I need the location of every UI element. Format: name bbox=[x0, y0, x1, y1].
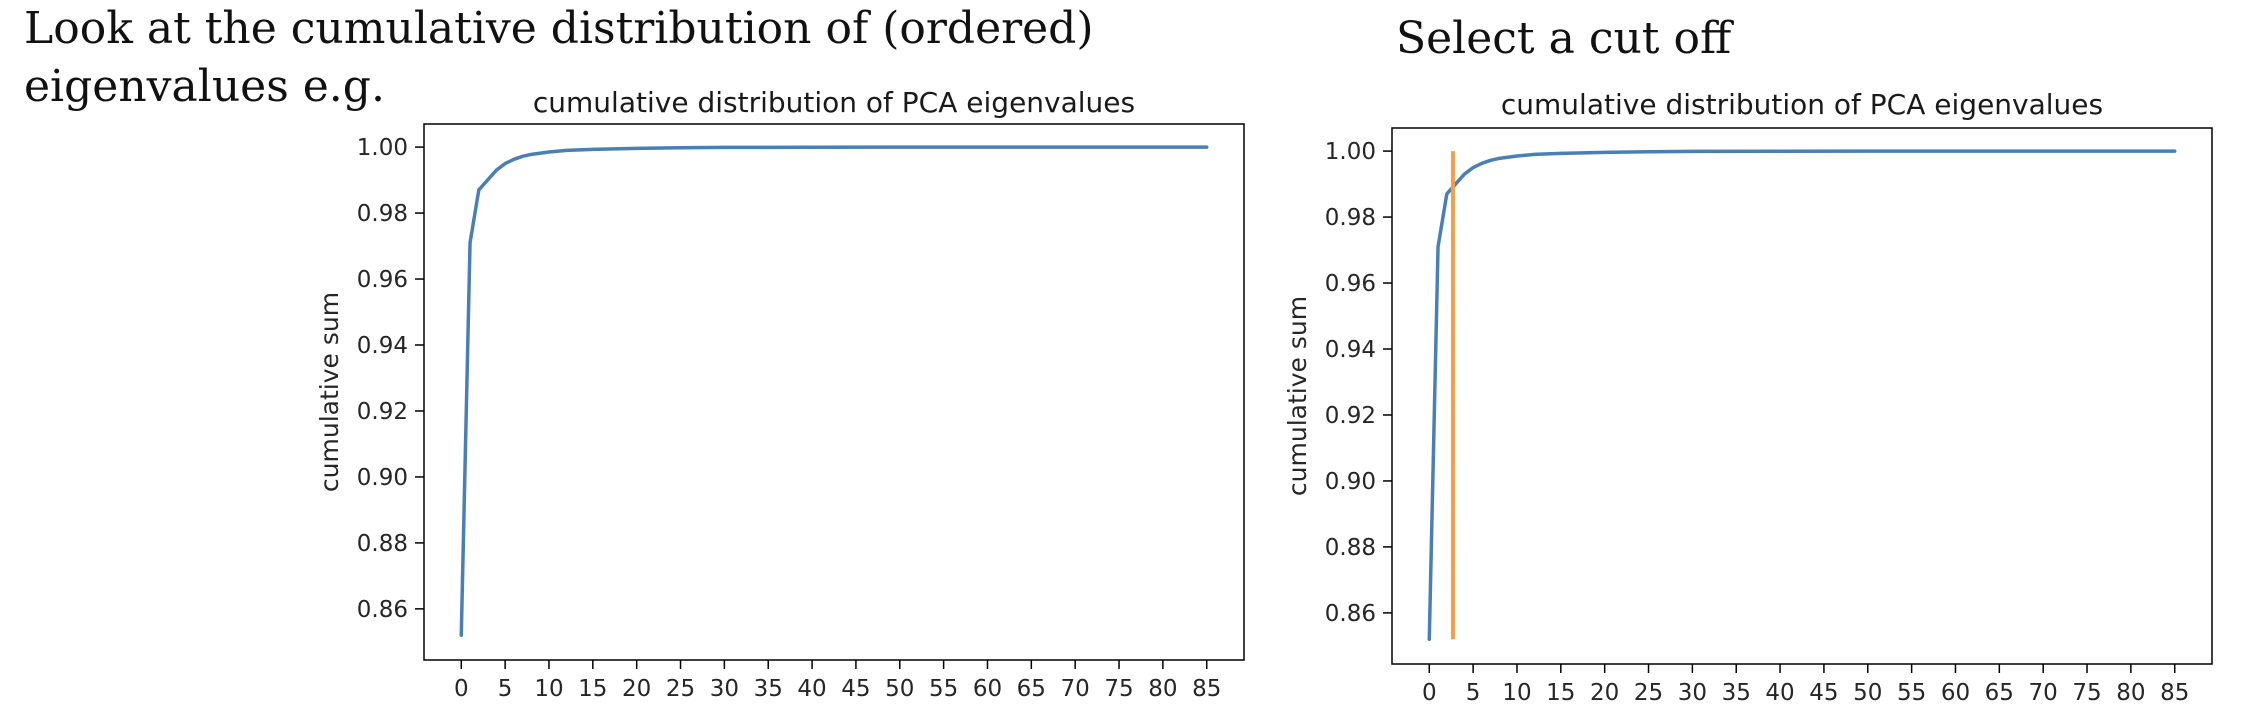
y-tick-label: 0.90 bbox=[1325, 469, 1376, 495]
x-tick-label: 80 bbox=[2116, 680, 2145, 706]
x-tick-label: 20 bbox=[622, 676, 651, 702]
x-tick-label: 0 bbox=[1422, 680, 1437, 706]
y-tick-label: 0.90 bbox=[357, 465, 408, 491]
chart-title: cumulative distribution of PCA eigenvalu… bbox=[1501, 88, 2103, 121]
cumulative-sum-line bbox=[1427, 149, 2177, 642]
y-tick-label: 0.94 bbox=[1325, 337, 1376, 363]
x-tick-label: 35 bbox=[1722, 680, 1751, 706]
y-tick-label: 0.92 bbox=[357, 399, 408, 425]
x-tick-label: 50 bbox=[885, 676, 914, 702]
left-caption: Look at the cumulative distribution of (… bbox=[24, 0, 1094, 116]
x-tick-label: 65 bbox=[1985, 680, 2014, 706]
y-tick-label: 0.98 bbox=[357, 201, 408, 227]
x-tick-label: 0 bbox=[454, 676, 469, 702]
x-tick-label: 55 bbox=[929, 676, 958, 702]
x-tick-label: 85 bbox=[1192, 676, 1221, 702]
x-tick-label: 20 bbox=[1590, 680, 1619, 706]
x-tick-label: 80 bbox=[1148, 676, 1177, 702]
x-tick-label: 85 bbox=[2160, 680, 2189, 706]
y-axis-label: cumulative sum bbox=[1283, 296, 1312, 496]
plot-frame bbox=[423, 123, 1245, 661]
y-tick-label: 1.00 bbox=[357, 135, 408, 161]
x-tick-label: 40 bbox=[797, 676, 826, 702]
chart-title: cumulative distribution of PCA eigenvalu… bbox=[533, 86, 1135, 119]
y-tick-label: 0.96 bbox=[357, 267, 408, 293]
x-tick-label: 70 bbox=[1061, 676, 1090, 702]
x-tick-label: 35 bbox=[754, 676, 783, 702]
right-caption: Select a cut off bbox=[1396, 13, 1732, 64]
x-tick-label: 50 bbox=[1853, 680, 1882, 706]
x-tick-label: 55 bbox=[1897, 680, 1926, 706]
y-tick-label: 0.88 bbox=[357, 531, 408, 557]
x-tick-label: 30 bbox=[710, 676, 739, 702]
y-axis-label: cumulative sum bbox=[315, 292, 344, 492]
y-tick-label: 0.86 bbox=[1325, 601, 1376, 627]
y-tick-label: 1.00 bbox=[1325, 139, 1376, 165]
x-tick-label: 70 bbox=[2029, 680, 2058, 706]
y-tick-label: 0.96 bbox=[1325, 271, 1376, 297]
x-tick-label: 65 bbox=[1017, 676, 1046, 702]
x-tick-label: 75 bbox=[1104, 676, 1133, 702]
x-tick-label: 45 bbox=[1809, 680, 1838, 706]
x-tick-label: 25 bbox=[666, 676, 695, 702]
x-tick-label: 5 bbox=[498, 676, 513, 702]
x-tick-label: 10 bbox=[1502, 680, 1531, 706]
y-tick-label: 0.88 bbox=[1325, 535, 1376, 561]
x-tick-label: 45 bbox=[841, 676, 870, 702]
plot-frame bbox=[1391, 127, 2213, 665]
y-tick-label: 0.92 bbox=[1325, 403, 1376, 429]
y-tick-label: 0.86 bbox=[357, 597, 408, 623]
x-tick-label: 60 bbox=[1941, 680, 1970, 706]
x-tick-label: 15 bbox=[578, 676, 607, 702]
x-tick-label: 5 bbox=[1466, 680, 1481, 706]
x-tick-label: 15 bbox=[1546, 680, 1575, 706]
cumulative-sum-line bbox=[459, 145, 1209, 638]
x-tick-label: 10 bbox=[534, 676, 563, 702]
y-tick-label: 0.98 bbox=[1325, 205, 1376, 231]
left-caption-line2: eigenvalues e.g. bbox=[24, 61, 385, 112]
x-tick-label: 75 bbox=[2072, 680, 2101, 706]
y-tick-label: 0.94 bbox=[357, 333, 408, 359]
x-tick-label: 60 bbox=[973, 676, 1002, 702]
left-caption-line1: Look at the cumulative distribution of (… bbox=[24, 3, 1094, 54]
x-tick-label: 25 bbox=[1634, 680, 1663, 706]
x-tick-label: 40 bbox=[1765, 680, 1794, 706]
x-tick-label: 30 bbox=[1678, 680, 1707, 706]
